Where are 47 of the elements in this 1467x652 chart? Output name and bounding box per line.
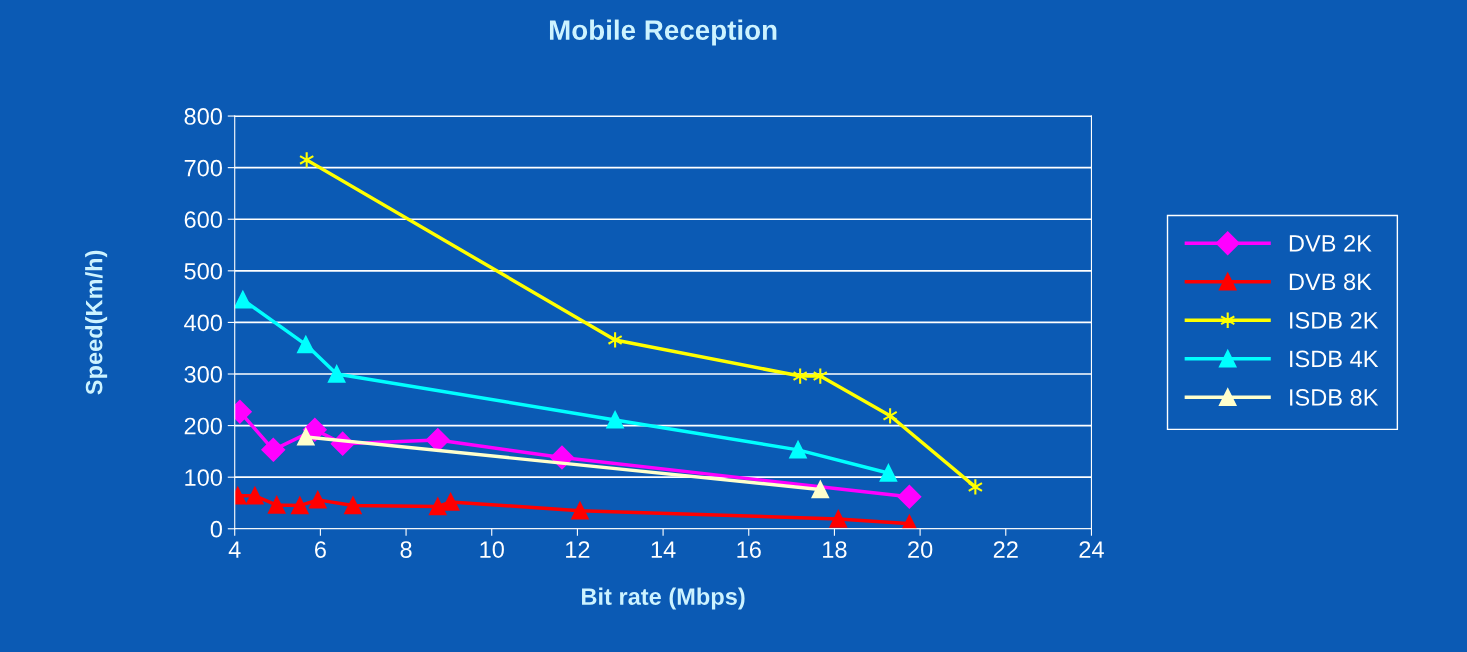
point	[291, 496, 309, 515]
y-tick-label: 0	[210, 520, 222, 538]
point	[811, 480, 829, 499]
x-tick-label: 8	[400, 541, 412, 558]
y-tick-label: 600	[184, 211, 222, 229]
point	[268, 496, 286, 514]
point	[429, 497, 447, 516]
x-tick-label: 18	[823, 541, 847, 558]
x-tick-label: 4	[228, 541, 241, 558]
legend-label: ISDB 8K	[1290, 389, 1379, 406]
y-tick-label: 400	[184, 314, 222, 332]
point	[571, 502, 589, 520]
x-tick-label: 24	[1079, 541, 1104, 558]
legend-label: ISDB 2K	[1290, 312, 1379, 329]
x-tick-label: 6	[315, 541, 326, 558]
y-tick-label: 100	[185, 469, 222, 486]
y-axis-title: Speed(Km/h)	[85, 250, 108, 395]
y-tick-label: 300	[184, 366, 222, 383]
x-tick-label: 12	[566, 541, 590, 558]
x-tick-label: 14	[651, 541, 676, 558]
y-tick-label: 200	[184, 417, 222, 435]
point	[829, 510, 847, 528]
x-tick-label: 10	[480, 541, 504, 558]
point	[606, 411, 624, 429]
point	[441, 493, 460, 511]
y-tick-label: 700	[184, 159, 222, 177]
x-tick-label: 16	[737, 541, 761, 558]
point	[344, 496, 362, 515]
x-tick-label: 22	[993, 541, 1018, 558]
x-tick-label: 20	[908, 541, 933, 558]
x-axis-title: Bit rate (Mbps)	[582, 587, 745, 610]
point	[261, 438, 286, 462]
point	[309, 491, 327, 509]
point	[234, 291, 252, 309]
point	[297, 335, 315, 354]
point	[879, 464, 898, 482]
point	[897, 484, 922, 509]
chart-title: Mobile Reception	[549, 19, 777, 46]
point	[327, 365, 346, 383]
legend-label: DVB 2K	[1289, 234, 1372, 252]
point	[425, 428, 450, 452]
y-tick-label: 800	[184, 108, 222, 125]
y-tick-label: 500	[184, 262, 222, 280]
legend-label: ISDB 4K	[1290, 350, 1379, 368]
point	[246, 487, 264, 505]
point	[789, 441, 807, 459]
legend-label: DVB 8K	[1289, 273, 1372, 291]
